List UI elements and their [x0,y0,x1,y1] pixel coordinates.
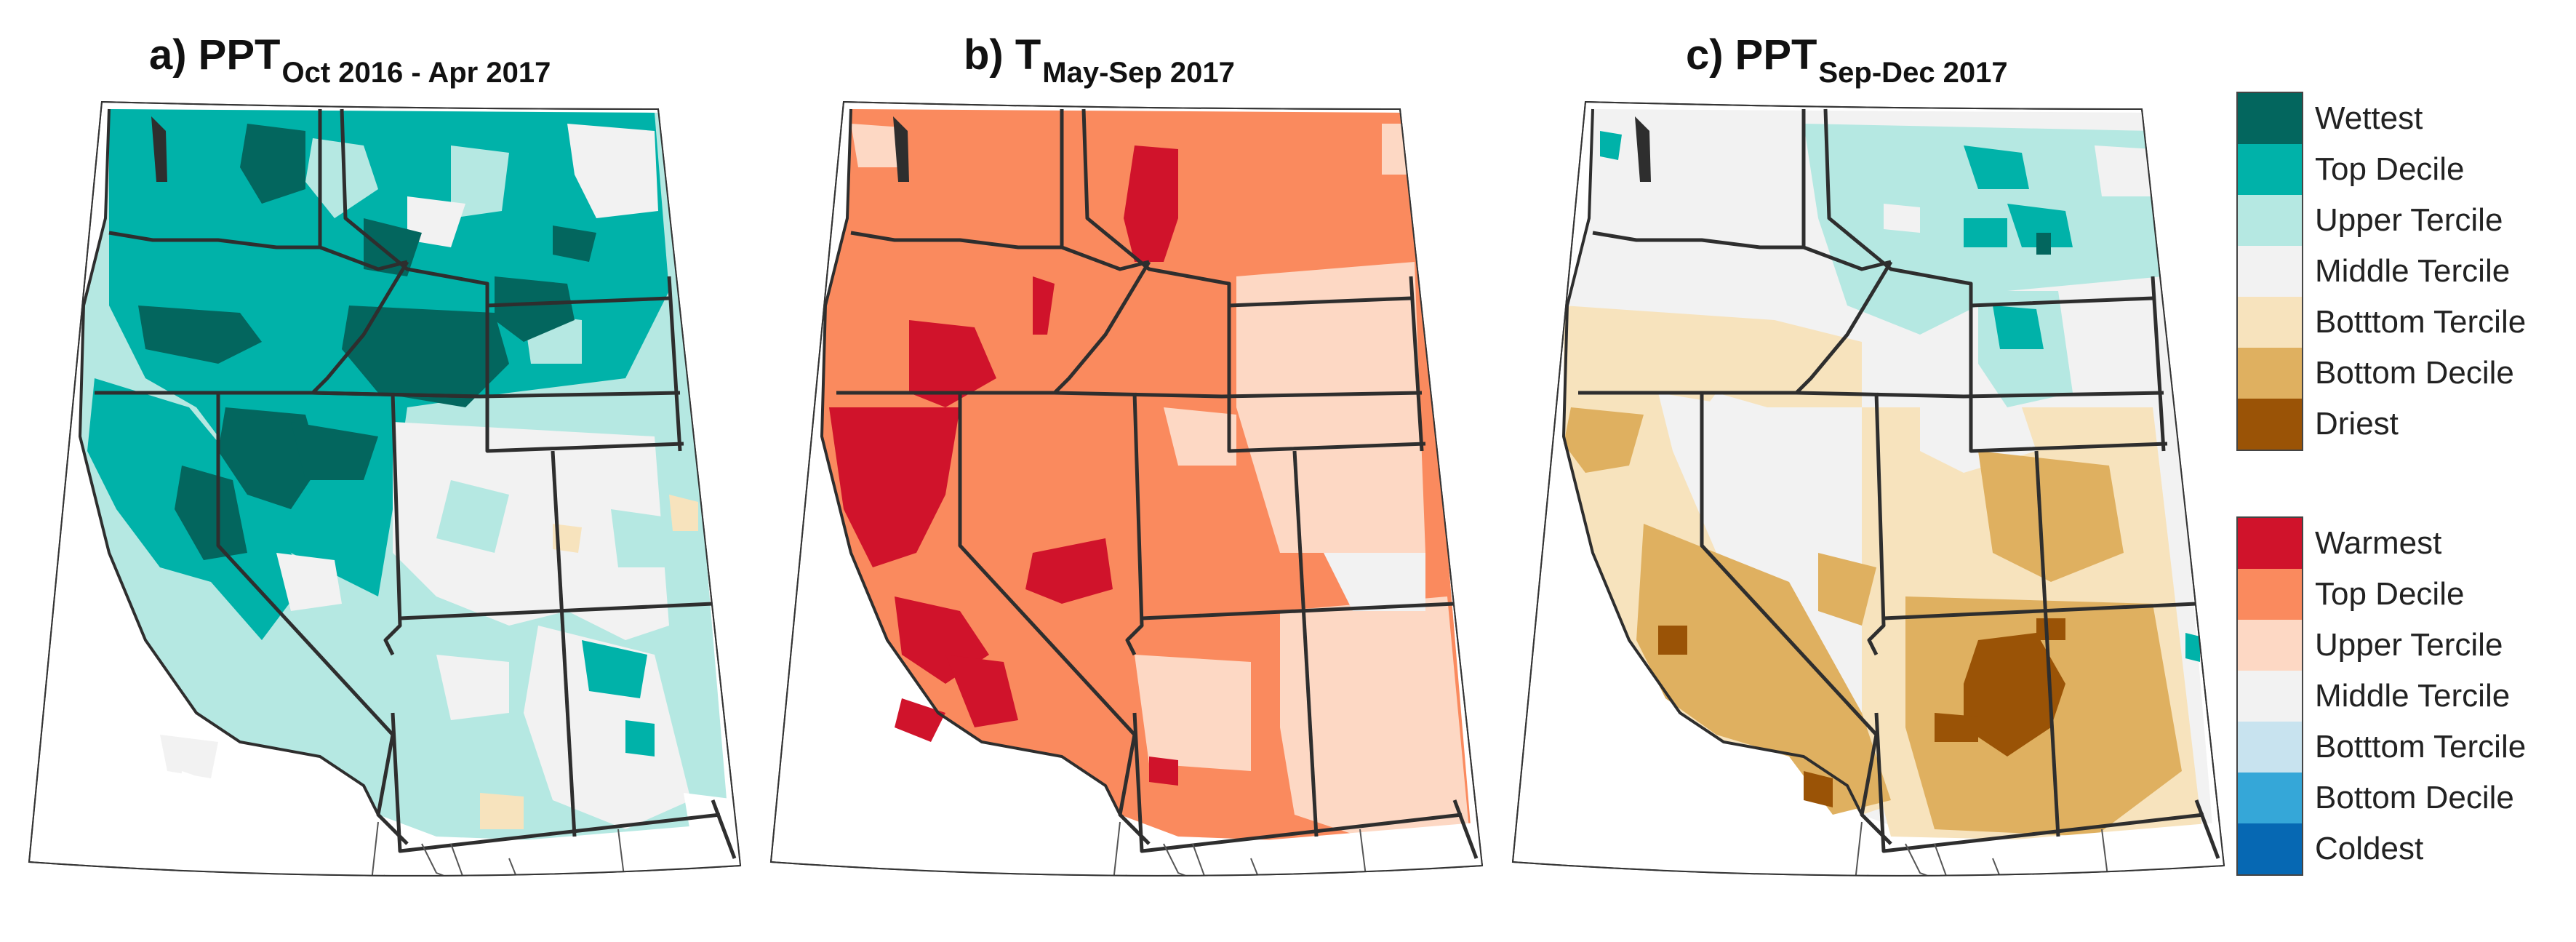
legend-swatch [2238,722,2302,773]
legend-label: Coldest [2315,831,2424,866]
legend-precip-wettest: Wettest [2238,93,2572,144]
legend-temp-warmest: Warmest [2238,518,2572,569]
legend-label: Upper Tercile [2315,627,2503,663]
legend-label: Middle Tercile [2315,678,2511,714]
legend-label: Botttom Tercile [2315,304,2527,340]
legend-label: Upper Tercile [2315,202,2503,238]
panel-b-variable: b) T [964,31,1041,79]
legend-swatch [2238,144,2302,195]
legend-precip-middle-tercile: Middle Tercile [2238,246,2572,297]
legend-swatch [2238,620,2302,671]
map-panel-c [1511,100,2225,877]
legend-swatch [2238,518,2302,569]
legend-label: Warmest [2315,525,2442,561]
panel-c-title: c) PPTSep-Dec 2017 [1686,31,2008,89]
legend-label: Bottom Decile [2315,780,2514,815]
legend-temp-middle-tercile: Middle Tercile [2238,671,2572,722]
legend-temp-bottom-tercile: Botttom Tercile [2238,722,2572,773]
legend-swatch [2238,297,2302,348]
legend-precip-top-decile: Top Decile [2238,144,2572,195]
legend-swatch [2238,195,2302,246]
legend-precip-border [2236,92,2303,451]
legend-label: Top Decile [2315,151,2465,187]
legend-label: Top Decile [2315,576,2465,612]
legend-swatch [2238,823,2302,874]
legend-swatch [2238,246,2302,297]
legend-precip-bottom-decile: Bottom Decile [2238,348,2572,399]
legend-swatch [2238,93,2302,144]
legend-temp-upper-tercile: Upper Tercile [2238,620,2572,671]
map-panel-a [28,100,742,877]
panel-b-title: b) TMay-Sep 2017 [964,31,1235,89]
legend-swatch [2238,348,2302,399]
legend-swatch [2238,773,2302,823]
legend-label: Middle Tercile [2315,253,2511,289]
legend-temp-coldest: Coldest [2238,823,2572,874]
panel-a-period: Oct 2016 - Apr 2017 [281,57,551,89]
legend-label: Driest [2315,406,2399,442]
legend-label: Wettest [2315,100,2423,136]
legend-label: Bottom Decile [2315,355,2514,391]
panel-a-variable: a) PPT [149,31,281,79]
panel-a-title: a) PPTOct 2016 - Apr 2017 [149,31,551,89]
legend-temp-top-decile: Top Decile [2238,569,2572,620]
panel-b-period: May-Sep 2017 [1042,57,1235,89]
legend-precip-bottom-tercile: Botttom Tercile [2238,297,2572,348]
legend-swatch [2238,569,2302,620]
legend-label: Botttom Tercile [2315,729,2527,765]
legend-temp-bottom-decile: Bottom Decile [2238,773,2572,823]
panel-c-variable: c) PPT [1686,31,1817,79]
legend-precip-upper-tercile: Upper Tercile [2238,195,2572,246]
panel-c-period: Sep-Dec 2017 [1818,57,2008,89]
map-panel-b [769,100,1484,877]
legend-precip-driest: Driest [2238,399,2572,450]
legend-swatch [2238,671,2302,722]
legend-swatch [2238,399,2302,450]
legend-temp-border [2236,516,2303,876]
